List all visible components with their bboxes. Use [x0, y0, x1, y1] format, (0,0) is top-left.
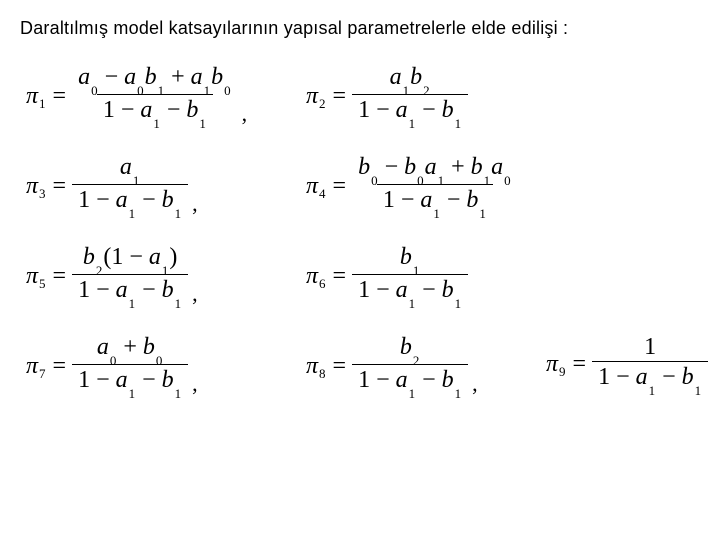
equation-lhs: π5 — [26, 264, 47, 288]
fraction: 11 − a1 − b1 — [592, 335, 708, 394]
equation-lhs: π2 — [306, 84, 327, 108]
equation-pi8: π8=b21 − a1 − b1, — [306, 335, 478, 397]
equals-sign: = — [333, 84, 347, 108]
fraction-denominator: 1 − a1 − b1 — [352, 94, 468, 127]
fraction-numerator: b2(1 − a1) — [77, 245, 184, 274]
equation-row: π7=a0 + b01 − a1 − b1,π8=b21 − a1 − b1,π… — [26, 335, 700, 393]
equation-lhs: π9 — [546, 352, 567, 376]
equation-lhs: π8 — [306, 354, 327, 378]
equation-lhs: π1 — [26, 84, 47, 108]
equation-lhs: π4 — [306, 174, 327, 198]
fraction: b2(1 − a1)1 − a1 − b1 — [72, 245, 188, 307]
separator-comma: , — [192, 283, 198, 305]
fraction-denominator: 1 − a1 − b1 — [72, 184, 188, 217]
equation-row: π5=b2(1 − a1)1 − a1 − b1,π6=b11 − a1 − b… — [26, 245, 700, 303]
equation-row: π3=a11 − a1 − b1,π4=b0 − b0a1 + b1a01 − … — [26, 155, 700, 213]
fraction-numerator: a1 — [114, 155, 147, 184]
fraction-denominator: 1 − a1 − b1 — [352, 274, 468, 307]
equals-sign: = — [53, 264, 67, 288]
equation-pi4: π4=b0 − b0a1 + b1a01 − a1 − b1 — [306, 155, 518, 217]
equation-lhs: π3 — [26, 174, 47, 198]
fraction-denominator: 1 − a1 − b1 — [72, 274, 188, 307]
fraction-numerator: a1b2 — [384, 65, 437, 94]
fraction-denominator: 1 − a1 − b1 — [97, 94, 213, 127]
fraction-denominator: 1 − a1 − b1 — [352, 364, 468, 397]
fraction: a0 − a0b1 + a1b01 − a1 − b1 — [72, 65, 238, 127]
equals-sign: = — [53, 354, 67, 378]
fraction-numerator: b2 — [394, 335, 427, 364]
page-heading: Daraltılmış model katsayılarının yapısal… — [20, 18, 700, 39]
equation-pi1: π1=a0 − a0b1 + a1b01 − a1 − b1, — [26, 65, 247, 127]
fraction: a0 + b01 − a1 − b1 — [72, 335, 188, 397]
fraction-numerator: 1 — [638, 335, 662, 361]
equation-pi6: π6=b11 − a1 − b1 — [306, 245, 468, 307]
separator-comma: , — [472, 373, 478, 395]
fraction-numerator: b0 − b0a1 + b1a0 — [352, 155, 518, 184]
equation-grid: π1=a0 − a0b1 + a1b01 − a1 − b1,π2=a1b21 … — [20, 65, 700, 393]
fraction-numerator: a0 + b0 — [91, 335, 170, 364]
fraction: b0 − b0a1 + b1a01 − a1 − b1 — [352, 155, 518, 217]
fraction-denominator: 1 − a1 − b1 — [377, 184, 493, 217]
fraction: a1b21 − a1 − b1 — [352, 65, 468, 127]
equation-row: π1=a0 − a0b1 + a1b01 − a1 − b1,π2=a1b21 … — [26, 65, 700, 123]
equals-sign: = — [53, 84, 67, 108]
fraction: b21 − a1 − b1 — [352, 335, 468, 397]
separator-comma: , — [192, 193, 198, 215]
equation-pi3: π3=a11 − a1 − b1, — [26, 155, 198, 217]
fraction-numerator: a0 − a0b1 + a1b0 — [72, 65, 238, 94]
fraction-numerator: b1 — [394, 245, 427, 274]
fraction: a11 − a1 − b1 — [72, 155, 188, 217]
equals-sign: = — [333, 264, 347, 288]
equals-sign: = — [333, 354, 347, 378]
equation-pi9: π9=11 − a1 − b1 — [546, 335, 708, 394]
equation-lhs: π7 — [26, 354, 47, 378]
fraction-denominator: 1 − a1 − b1 — [72, 364, 188, 397]
fraction: b11 − a1 − b1 — [352, 245, 468, 307]
equals-sign: = — [573, 352, 587, 376]
equation-pi7: π7=a0 + b01 − a1 − b1, — [26, 335, 198, 397]
separator-comma: , — [192, 373, 198, 395]
equation-lhs: π6 — [306, 264, 327, 288]
equation-pi2: π2=a1b21 − a1 − b1 — [306, 65, 468, 127]
equation-pi5: π5=b2(1 − a1)1 − a1 − b1, — [26, 245, 198, 307]
equals-sign: = — [333, 174, 347, 198]
equals-sign: = — [53, 174, 67, 198]
fraction-denominator: 1 − a1 − b1 — [592, 361, 708, 394]
separator-comma: , — [242, 103, 248, 125]
